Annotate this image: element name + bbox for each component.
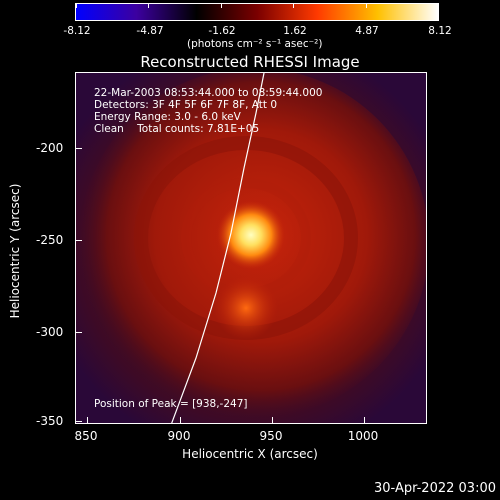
- y-tick-label: -300: [36, 325, 64, 339]
- y-tick: [76, 148, 82, 149]
- colorbar-tick-label: 4.87: [355, 25, 379, 37]
- info-time-range: 22-Mar-2003 08:53:44.000 to 08:59:44.000: [94, 87, 323, 99]
- colorbar-tick: [438, 4, 439, 8]
- plot-title: Reconstructed RHESSI Image: [140, 53, 360, 71]
- y-axis-title: Heliocentric Y (arcsec): [8, 183, 22, 319]
- solar-image: [76, 73, 426, 423]
- x-tick: [364, 417, 365, 423]
- info-detectors: Detectors: 3F 4F 5F 6F 7F 8F, Att 0: [94, 99, 278, 111]
- solar-image-plot: 22-Mar-2003 08:53:44.000 to 08:59:44.000…: [75, 72, 427, 424]
- x-tick: [272, 417, 273, 423]
- info-total-counts: Clean Total counts: 7.81E+05: [94, 123, 260, 135]
- colorbar-tick: [148, 4, 149, 8]
- y-tick: [76, 332, 82, 333]
- peak-position-label: Position of Peak = [938,-247]: [94, 398, 248, 410]
- x-tick-label: 900: [167, 429, 191, 443]
- colorbar-tick-label: 1.62: [283, 25, 307, 37]
- colorbar-tick-label: -4.87: [136, 25, 164, 37]
- colorbar-tick: [221, 4, 222, 8]
- x-tick-label: 1000: [347, 429, 379, 443]
- colorbar-unit-label: (photons cm⁻² s⁻¹ asec⁻²): [187, 38, 323, 50]
- x-tick-label: 850: [74, 429, 98, 443]
- colorbar: [75, 3, 439, 21]
- x-tick-label: 950: [259, 429, 283, 443]
- info-energy-range: Energy Range: 3.0 - 6.0 keV: [94, 111, 241, 123]
- colorbar-tick-label: 8.12: [428, 25, 452, 37]
- colorbar-tick-label: -1.62: [208, 25, 236, 37]
- y-tick: [76, 240, 82, 241]
- y-tick-label: -250: [36, 233, 64, 247]
- x-axis-title: Heliocentric X (arcsec): [182, 447, 318, 461]
- y-tick: [76, 421, 82, 422]
- colorbar-tick: [76, 4, 77, 8]
- colorbar-tick-label: -8.12: [63, 25, 91, 37]
- x-tick: [87, 417, 88, 423]
- timestamp-label: 30-Apr-2022 03:00: [374, 481, 496, 496]
- colorbar-gradient: [76, 4, 438, 20]
- colorbar-tick: [366, 4, 367, 8]
- y-tick-label: -350: [36, 414, 64, 428]
- y-tick-label: -200: [36, 141, 64, 155]
- x-tick: [180, 417, 181, 423]
- colorbar-tick: [293, 4, 294, 8]
